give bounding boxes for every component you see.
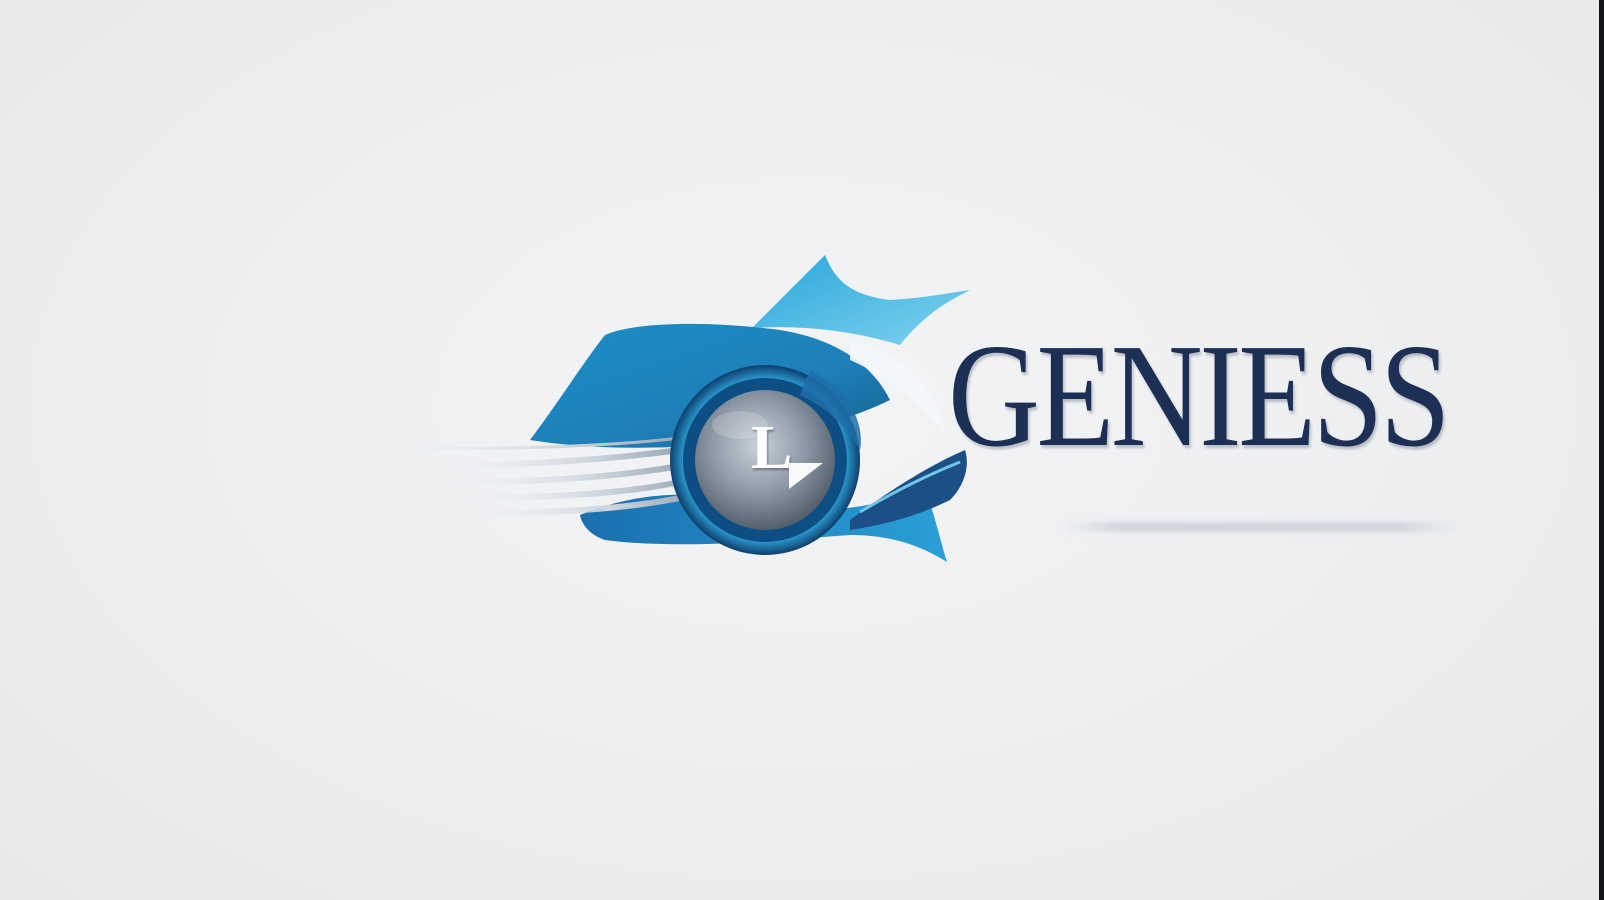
window-edge xyxy=(1599,0,1604,900)
eye-swoosh-emblem-icon xyxy=(388,255,970,562)
emblem-letter: L xyxy=(751,414,793,482)
brand-wordmark: GENIESS xyxy=(948,314,1451,478)
emblem-letter-accent xyxy=(789,463,823,489)
tagline-underline xyxy=(1062,522,1457,532)
emblem-letter-mark: L xyxy=(745,405,835,495)
